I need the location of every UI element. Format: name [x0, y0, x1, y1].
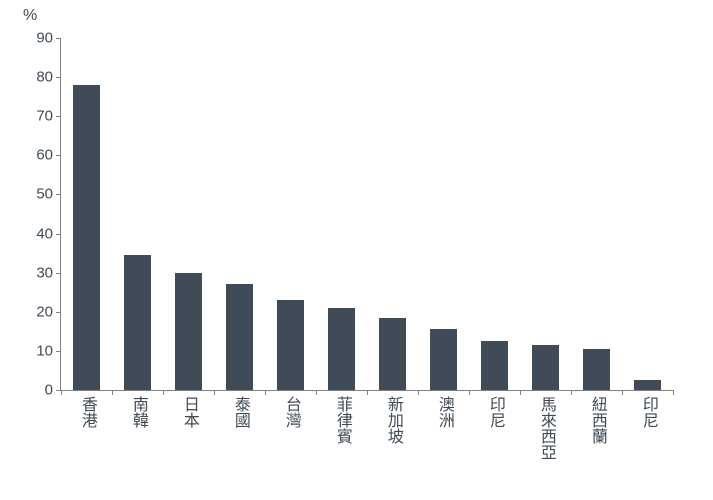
- y-tick-mark: [56, 116, 61, 117]
- x-tick-label: 印尼: [486, 390, 503, 428]
- y-tick-mark: [56, 234, 61, 235]
- x-tick-label: 日本: [180, 390, 197, 428]
- y-tick-mark: [56, 155, 61, 156]
- bar: [481, 341, 508, 390]
- y-tick-mark: [56, 273, 61, 274]
- bar: [583, 349, 610, 390]
- x-tick-mark: [622, 390, 623, 395]
- chart-container: % 0102030405060708090香港南韓日本泰國台灣菲律賓新加坡澳洲印…: [0, 0, 713, 500]
- y-tick-mark: [56, 77, 61, 78]
- bar: [634, 380, 661, 390]
- x-tick-mark: [367, 390, 368, 395]
- bar: [124, 255, 151, 390]
- x-tick-label: 泰國: [231, 390, 248, 428]
- x-tick-label: 紐西蘭: [588, 390, 605, 444]
- y-tick-mark: [56, 194, 61, 195]
- x-tick-mark: [571, 390, 572, 395]
- x-tick-mark: [112, 390, 113, 395]
- y-tick-mark: [56, 351, 61, 352]
- x-tick-mark: [265, 390, 266, 395]
- x-tick-mark: [418, 390, 419, 395]
- bar: [430, 329, 457, 390]
- y-axis-title: %: [23, 7, 37, 25]
- x-tick-label: 澳洲: [435, 390, 452, 428]
- x-tick-label: 新加坡: [384, 390, 401, 444]
- bar: [175, 273, 202, 390]
- x-tick-label: 南韓: [129, 390, 146, 428]
- x-tick-mark: [520, 390, 521, 395]
- bar: [532, 345, 559, 390]
- x-tick-mark: [673, 390, 674, 395]
- bar: [277, 300, 304, 390]
- x-tick-label: 馬來西亞: [537, 390, 554, 460]
- y-tick-mark: [56, 38, 61, 39]
- x-tick-label: 台灣: [282, 390, 299, 428]
- x-tick-label: 香港: [78, 390, 95, 428]
- x-tick-mark: [61, 390, 62, 395]
- bar: [226, 284, 253, 390]
- plot-area: 0102030405060708090香港南韓日本泰國台灣菲律賓新加坡澳洲印尼馬…: [60, 38, 673, 391]
- x-tick-mark: [214, 390, 215, 395]
- y-tick-mark: [56, 312, 61, 313]
- bar: [379, 318, 406, 390]
- x-tick-mark: [469, 390, 470, 395]
- x-tick-mark: [163, 390, 164, 395]
- x-tick-mark: [316, 390, 317, 395]
- bar: [73, 85, 100, 390]
- bar: [328, 308, 355, 390]
- x-tick-label: 印尼: [639, 390, 656, 428]
- x-tick-label: 菲律賓: [333, 390, 350, 444]
